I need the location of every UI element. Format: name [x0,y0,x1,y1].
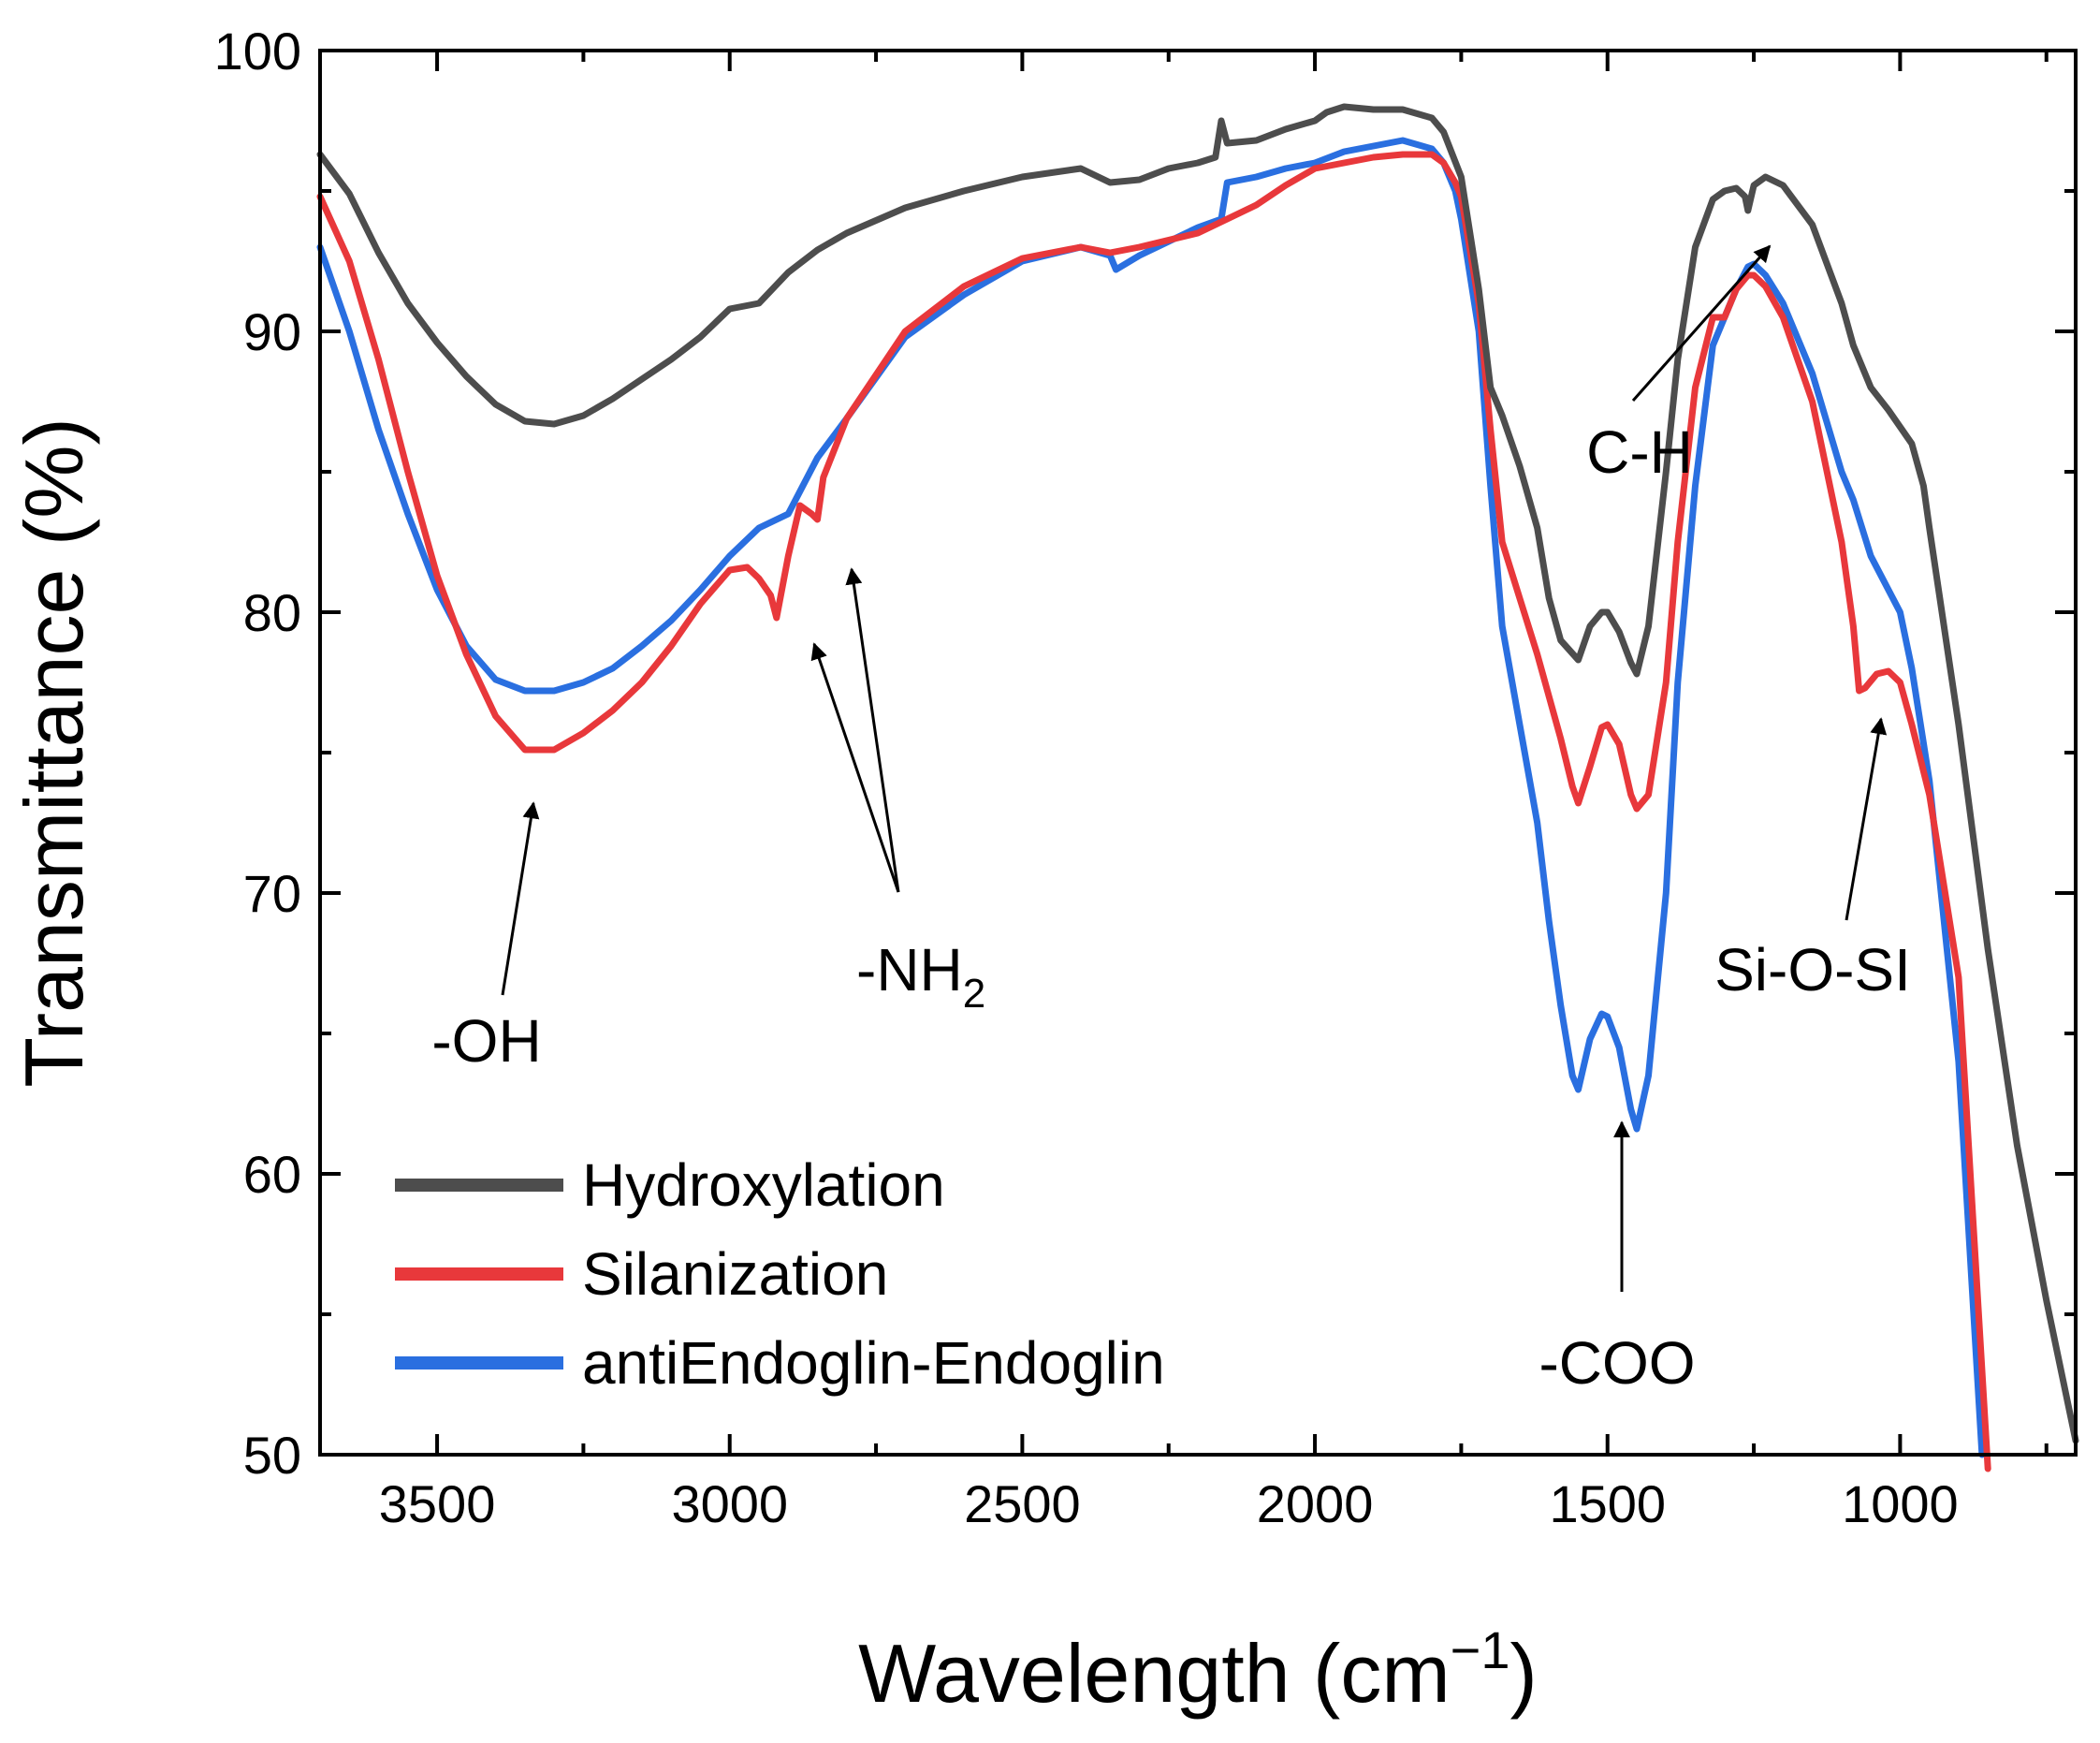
annotation-oh: -OH [431,801,542,1075]
legend-label-antiendoglin-endoglin: antiEndoglin-Endoglin [582,1329,1165,1397]
legend-label-hydroxylation: Hydroxylation [582,1151,945,1219]
y-tick-label-100: 100 [214,22,301,81]
series-line-hydroxylation [316,103,2079,1444]
series-line-antiendoglin-endoglin [316,137,1986,1458]
plot-frame [318,49,2078,1457]
series-layer [316,103,2079,1472]
svg-text:-OH: -OH [431,1007,541,1075]
x-tick-label-3500: 3500 [379,1474,496,1533]
legend-item-hydroxylation: Hydroxylation [395,1151,945,1219]
x-tick-label-3000: 3000 [671,1474,788,1533]
x-tick-label-1500: 1500 [1549,1474,1666,1533]
legend-item-silanization: Silanization [395,1240,888,1308]
annotation-ch: C-H [1586,244,1772,486]
legend-label-silanization: Silanization [582,1240,888,1308]
x-axis-title: Wavelength (cm−1) [858,1620,1538,1720]
x-tick-label-2500: 2500 [964,1474,1081,1533]
series-line-silanization [316,151,1991,1472]
y-tick-label-60: 60 [243,1145,301,1204]
y-tick-label-90: 90 [243,302,301,361]
annotation-coo: -COO [1539,1120,1696,1397]
y-tick-label-70: 70 [243,864,301,923]
svg-text:Si-O-SI: Si-O-SI [1714,936,1911,1003]
legend: Hydroxylation Silanization antiEndoglin-… [395,1151,1165,1397]
svg-text:-NH2: -NH2 [856,936,985,1017]
x-tick-label-1000: 1000 [1842,1474,1959,1533]
x-tick-label-2000: 2000 [1257,1474,1374,1533]
y-tick-label-50: 50 [243,1426,301,1485]
y-tick-label-80: 80 [243,583,301,642]
ticks-layer: 3500 3000 2500 2000 1500 1000 50 60 70 80 90 100 [214,22,2076,1533]
y-axis-title: Transmittance (%) [7,417,100,1088]
svg-text:-COO: -COO [1539,1329,1695,1397]
legend-item-antiendoglin-endoglin: antiEndoglin-Endoglin [395,1329,1165,1397]
annotation-si-o-si: Si-O-SI [1714,717,1911,1003]
svg-text:C-H: C-H [1586,418,1693,486]
annotation-nh2: -NH2 [810,567,985,1017]
